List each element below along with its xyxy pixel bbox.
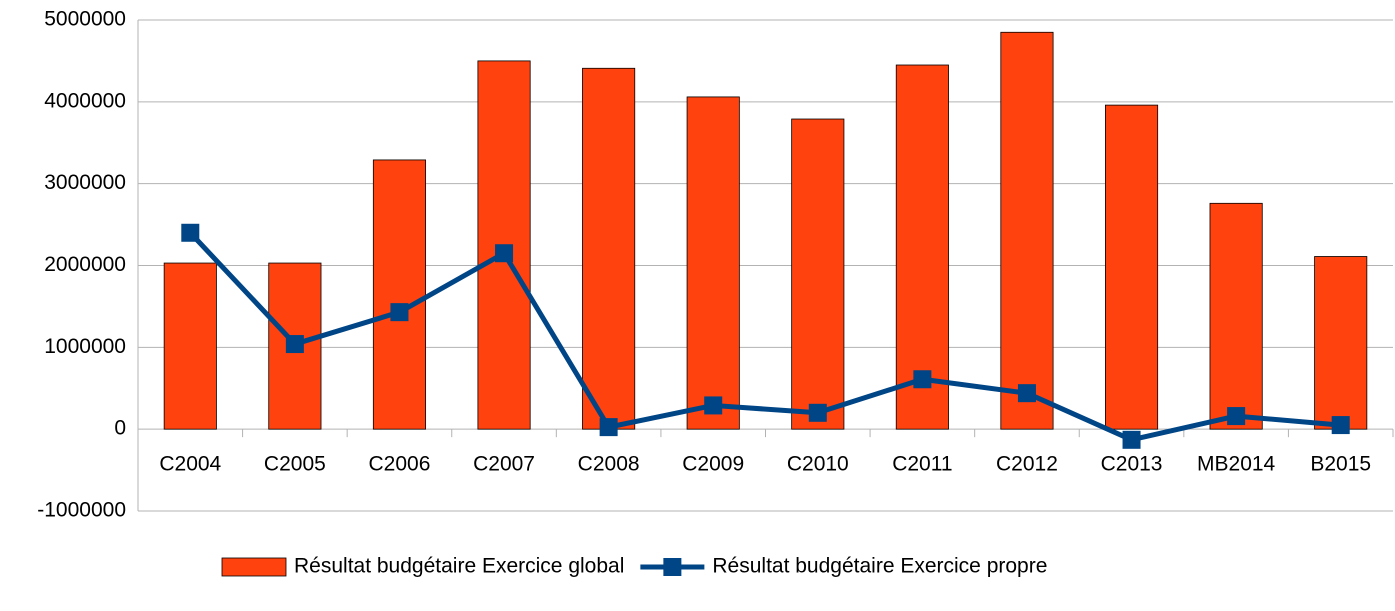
y-tick-label: 2000000 <box>44 253 126 276</box>
line-marker <box>599 418 618 437</box>
line-marker <box>913 370 932 389</box>
x-tick-label: C2008 <box>578 453 640 476</box>
x-tick-label: MB2014 <box>1197 453 1276 476</box>
line <box>188 231 1341 443</box>
line-marker <box>1227 407 1246 426</box>
bar <box>686 96 740 430</box>
line-marker <box>1017 384 1036 403</box>
line-marker <box>1122 430 1141 449</box>
y-tick-label: 4000000 <box>44 89 126 112</box>
bar <box>791 118 845 430</box>
y-tick-label: 0 <box>114 417 126 440</box>
line-marker <box>1331 416 1350 435</box>
x-tick-label: C2011 <box>892 453 952 476</box>
y-tick-label: 3000000 <box>44 171 126 194</box>
bar <box>1209 202 1263 430</box>
y-tick-label: 1000000 <box>44 335 126 358</box>
line-marker <box>285 335 304 354</box>
bar <box>582 67 636 430</box>
line-marker <box>390 303 409 322</box>
x-tick-label: C2005 <box>264 453 326 476</box>
y-tick-label: -1000000 <box>37 499 126 522</box>
bar <box>163 262 217 430</box>
x-tick-label: C2007 <box>473 453 535 476</box>
x-tick-label: C2004 <box>159 453 221 476</box>
x-tick-label: C2013 <box>1101 453 1163 476</box>
bar <box>1104 104 1159 430</box>
y-tick-label: 5000000 <box>44 8 126 31</box>
line-marker <box>704 396 723 415</box>
bar <box>372 159 427 430</box>
x-tick-label: C2006 <box>369 453 431 476</box>
x-tick-label: C2009 <box>682 453 744 476</box>
bar <box>1000 31 1054 430</box>
line-marker <box>808 403 827 422</box>
x-tick-label: B2015 <box>1310 453 1371 476</box>
legend-label: Résultat budgétaire Exercice propre <box>712 555 1047 578</box>
legend-label: Résultat budgétaire Exercice global <box>294 555 624 578</box>
x-tick-label: C2010 <box>787 453 849 476</box>
bar <box>1314 256 1368 430</box>
line-marker <box>181 223 200 242</box>
legend-swatch <box>663 558 682 576</box>
x-tick-label: C2012 <box>996 453 1058 476</box>
legend-swatch <box>221 557 287 577</box>
bar <box>895 64 949 430</box>
line-marker <box>495 244 514 263</box>
